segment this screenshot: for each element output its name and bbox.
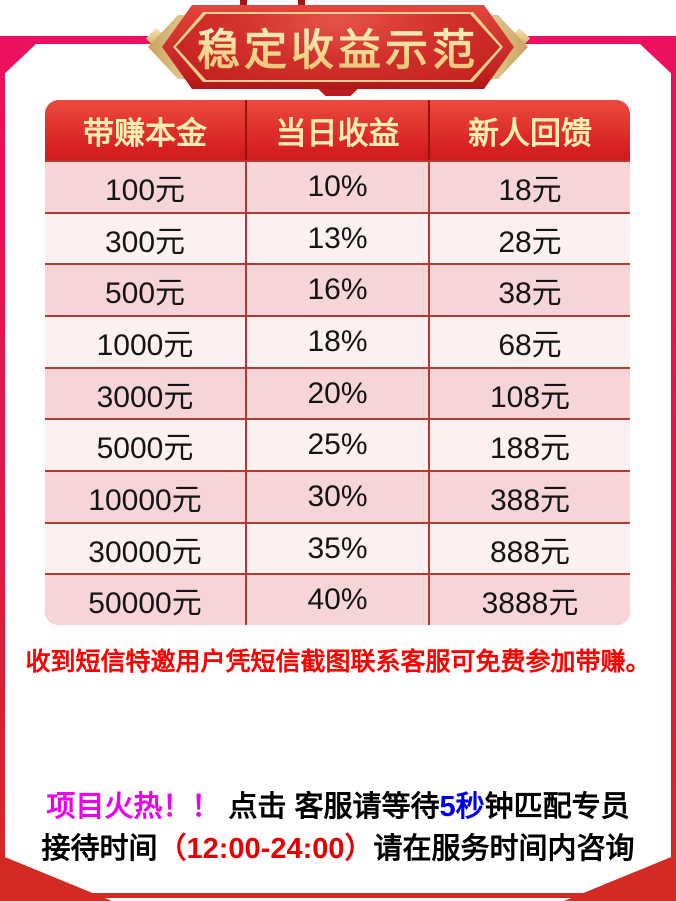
frame-bottom-line [0,893,676,898]
table-row: 5000元 25% 188元 [45,418,630,471]
frame-corner-top-left [0,44,36,78]
table-cell: 50000元 [88,587,202,621]
title-banner: 稳定收益示范 [148,0,528,96]
footer-line-2: 接待时间（12:00-24:00）请在服务时间内咨询 [0,828,676,870]
table-cell: 100元 [104,173,186,207]
table-cell: 20% [245,368,428,419]
wait-seconds-label: 5秒 [439,791,485,823]
table-cell: 108元 [428,368,630,419]
footer-text: 项目火热！！ 点击 客服请等待5秒钟匹配专员 接待时间（12:00-24:00）… [0,786,676,870]
project-hot-label: 项目火热！！ [46,791,221,823]
banner-bottom-tab [314,85,362,96]
table-cell: 300元 [104,225,186,259]
footer-line-1: 项目火热！！ 点击 客服请等待5秒钟匹配专员 [0,786,676,828]
table-cell: 5000元 [96,432,194,466]
table-cell: 30000元 [88,535,202,569]
table-cell: 38元 [428,265,630,316]
banner-title: 稳定收益示范 [148,8,528,86]
table-row: 1000元 18% 68元 [45,315,630,367]
table-body: 100元 10% 18元 300元 13% 28元 500元 16% 38元 1000元 18% 68… [45,160,630,625]
banner-red-inner [176,14,500,80]
table-cell: 10000元 [88,483,202,517]
service-hours-time: （12:00-24:00） [157,833,374,865]
table-cell: 888元 [428,523,630,574]
sms-invite-notice: 收到短信特邀用户凭短信截图联系客服可免费参加带赚。 [25,648,651,676]
table-cell: 188元 [428,420,630,471]
table-row: 300元 13% 28元 [45,211,630,264]
table-row: 100元 10% 18元 [45,160,630,212]
table-row: 30000元 35% 888元 [45,521,630,574]
table-cell: 500元 [104,277,186,311]
table-cell: 16% [245,265,428,316]
table-cell: 18元 [428,162,630,212]
table-header-row: 带赚本金 当日收益 新人回馈 [45,100,630,160]
table-cell: 388元 [428,472,630,522]
table-cell: 10% [245,162,428,212]
table-cell: 68元 [428,317,630,367]
table-cell: 3000元 [96,380,194,414]
earnings-table: 带赚本金 当日收益 新人回馈 100元 10% 18元 300元 13% 28元 500元 1… [45,100,630,625]
service-hours-suffix: 请在服务时间内咨询 [373,833,635,865]
table-cell: 40% [245,575,428,625]
table-row: 3000元 20% 108元 [45,366,630,419]
table-cell: 3888元 [428,575,630,625]
table-row: 10000元 30% 388元 [45,470,630,522]
frame-border-right [671,44,676,901]
table-row: 500元 16% 38元 [45,263,630,316]
table-header-newcomer-bonus: 新人回馈 [428,100,630,160]
table-row: 50000元 40% 3888元 [45,573,630,625]
table-cell: 25% [245,420,428,471]
table-cell: 28元 [428,213,630,264]
match-specialist-text: 钟匹配专员 [484,791,630,823]
table-header-principal: 带赚本金 [83,115,207,151]
table-cell: 18% [245,317,428,367]
table-cell: 1000元 [96,328,194,362]
service-hours-prefix: 接待时间 [41,833,158,865]
table-cell: 35% [245,523,428,574]
click-service-text: 点击 客服请等待 [220,791,440,823]
table-cell: 30% [245,472,428,522]
table-header-daily-return: 当日收益 [245,100,428,160]
table-cell: 13% [245,213,428,264]
frame-border-left [0,44,5,901]
